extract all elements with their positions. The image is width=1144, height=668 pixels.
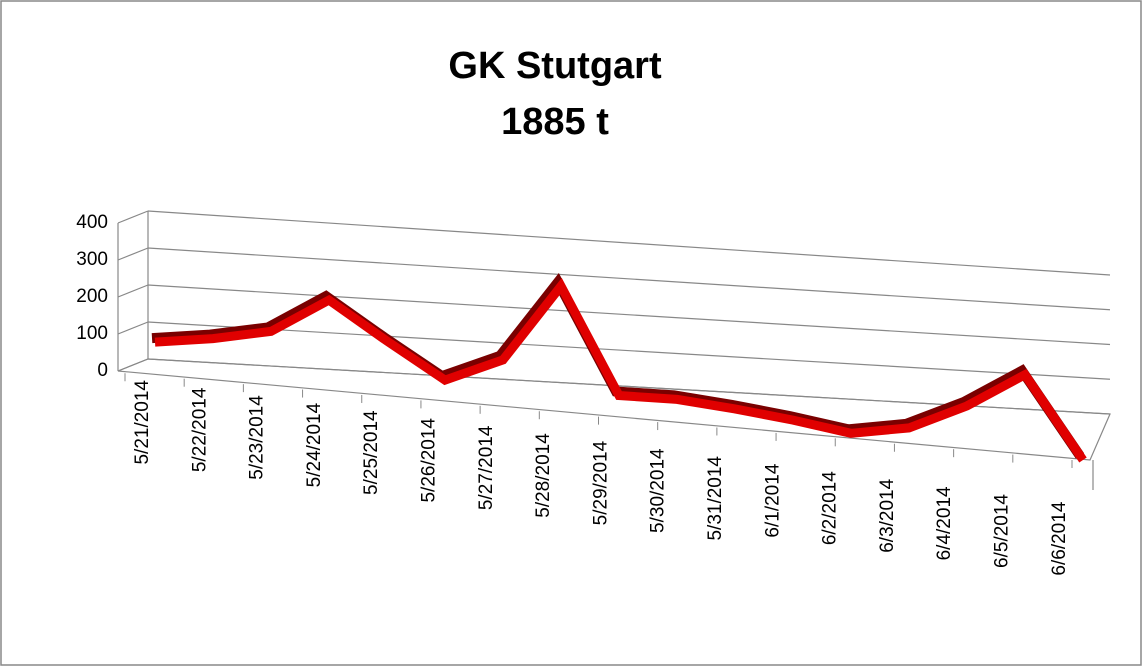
y-tick-label: 100 bbox=[76, 323, 108, 344]
y-tick-label: 0 bbox=[97, 360, 108, 381]
grid-line bbox=[147, 210, 1111, 276]
line bbox=[154, 277, 1087, 463]
x-tick-label: 5/22/2014 bbox=[189, 387, 210, 472]
chart-subtitle: 1885 t bbox=[501, 101, 609, 143]
grid-line bbox=[147, 247, 1111, 311]
tick-mark bbox=[117, 247, 149, 261]
tick-mark bbox=[117, 284, 149, 298]
x-tick-label: 5/27/2014 bbox=[476, 425, 497, 510]
x-tick-label: 6/2/2014 bbox=[820, 471, 841, 545]
grid-line bbox=[147, 284, 1111, 346]
x-tick-label: 5/25/2014 bbox=[361, 410, 382, 495]
tick-mark bbox=[117, 210, 149, 224]
x-tick-label: 6/3/2014 bbox=[877, 478, 898, 552]
x-tick-label: 5/24/2014 bbox=[304, 402, 325, 487]
tick-mark bbox=[117, 321, 149, 335]
y-tick-label: 200 bbox=[76, 286, 108, 307]
x-tick-label: 5/21/2014 bbox=[132, 380, 153, 465]
x-tick-label: 5/28/2014 bbox=[533, 433, 554, 518]
grid-line bbox=[147, 321, 1111, 380]
x-tick-label: 5/30/2014 bbox=[648, 448, 669, 533]
y-tick-label: 400 bbox=[76, 212, 108, 233]
x-tick-label: 6/1/2014 bbox=[762, 463, 783, 537]
chart-title: GK Stutgart bbox=[448, 45, 662, 87]
x-tick-label: 6/6/2014 bbox=[1049, 501, 1070, 575]
x-tick-label: 5/26/2014 bbox=[419, 418, 440, 503]
x-tick-label: 6/5/2014 bbox=[992, 494, 1013, 568]
plot-area: 0 100 200 300 400 5/21/2014 5/22/2014 5/23/2014… bbox=[76, 210, 1111, 576]
y-tick-label: 300 bbox=[76, 249, 108, 270]
x-tick-label: 5/29/2014 bbox=[590, 440, 611, 525]
x-tick-label: 5/23/2014 bbox=[247, 395, 268, 480]
x-tick-label: 5/31/2014 bbox=[705, 456, 726, 541]
x-tick-label: 6/4/2014 bbox=[934, 486, 955, 560]
tick-mark bbox=[117, 358, 149, 372]
